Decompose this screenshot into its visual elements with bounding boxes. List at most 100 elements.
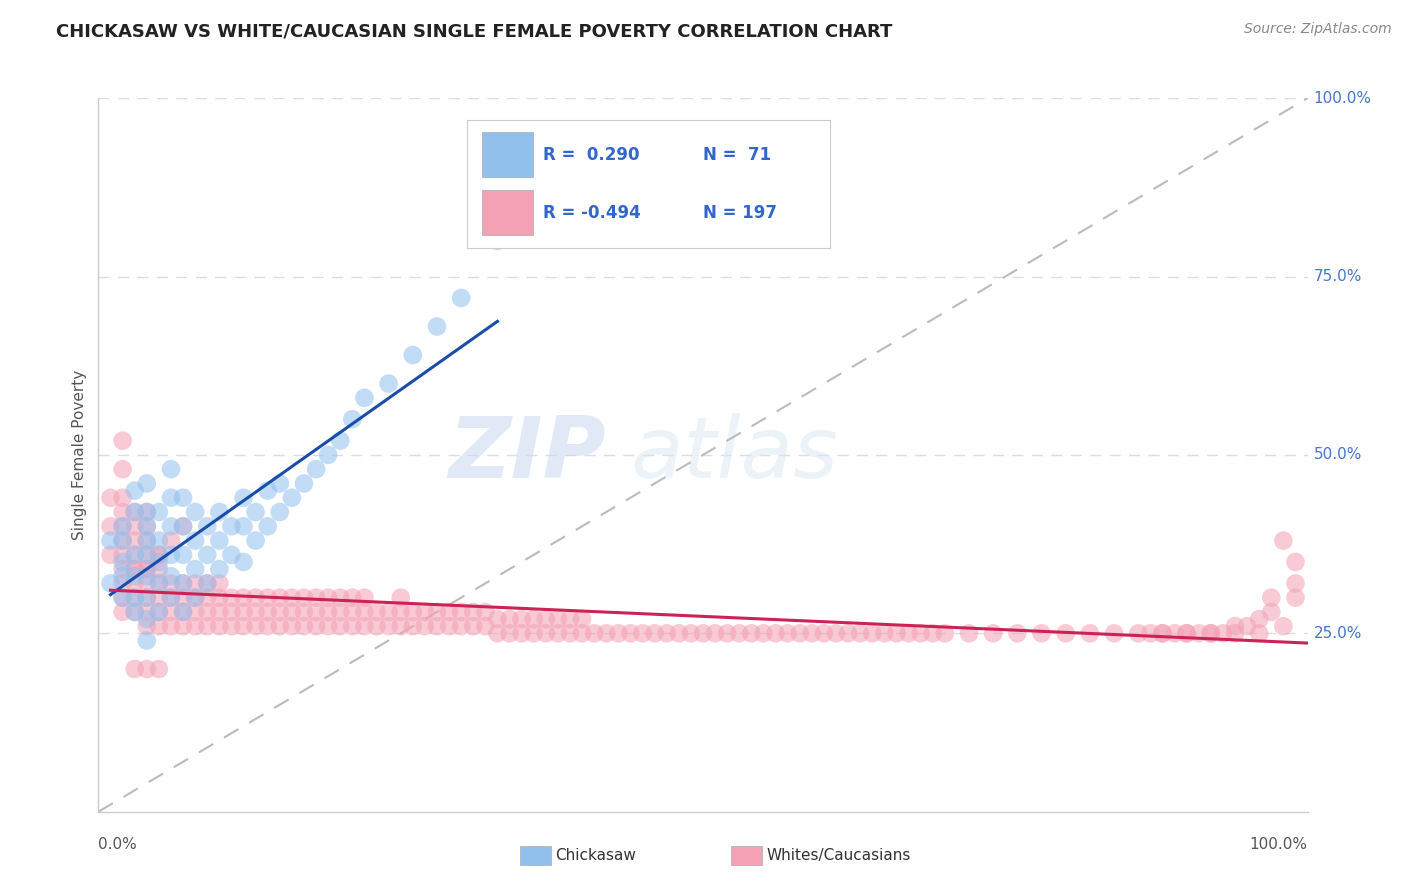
Point — [124, 662, 146, 676]
Point — [184, 619, 207, 633]
Point — [765, 626, 787, 640]
Point — [111, 591, 134, 605]
Point — [172, 605, 194, 619]
Point — [124, 562, 146, 576]
Point — [135, 476, 157, 491]
Point — [740, 626, 762, 640]
Point — [195, 591, 218, 605]
Point — [184, 576, 207, 591]
Point — [269, 476, 291, 491]
Point — [124, 569, 146, 583]
Point — [135, 519, 157, 533]
Point — [981, 626, 1004, 640]
Point — [342, 412, 364, 426]
Text: R = -0.494: R = -0.494 — [543, 203, 641, 221]
Point — [1102, 626, 1125, 640]
Point — [377, 376, 399, 391]
Point — [619, 626, 641, 640]
Point — [135, 605, 157, 619]
Point — [208, 591, 231, 605]
Point — [269, 619, 291, 633]
Point — [100, 548, 122, 562]
Point — [160, 576, 183, 591]
Point — [135, 548, 157, 562]
Point — [1152, 626, 1174, 640]
Point — [752, 626, 775, 640]
Point — [825, 626, 848, 640]
Point — [135, 505, 157, 519]
Point — [256, 519, 278, 533]
Point — [704, 626, 727, 640]
Point — [160, 491, 183, 505]
Point — [184, 591, 207, 605]
Point — [124, 562, 146, 576]
Text: atlas: atlas — [630, 413, 838, 497]
Point — [184, 533, 207, 548]
Point — [1054, 626, 1077, 640]
Point — [1199, 626, 1222, 640]
Point — [486, 234, 509, 248]
Point — [184, 505, 207, 519]
Point — [655, 626, 678, 640]
Point — [547, 626, 569, 640]
Point — [474, 605, 496, 619]
Point — [534, 612, 557, 626]
Y-axis label: Single Female Poverty: Single Female Poverty — [72, 370, 87, 540]
Point — [100, 533, 122, 548]
Point — [111, 434, 134, 448]
Point — [124, 605, 146, 619]
Point — [1163, 626, 1185, 640]
Point — [305, 605, 328, 619]
Point — [111, 555, 134, 569]
Point — [111, 505, 134, 519]
Point — [886, 626, 908, 640]
Point — [148, 576, 170, 591]
Point — [402, 605, 425, 619]
Point — [160, 548, 183, 562]
Point — [716, 626, 738, 640]
Point — [426, 605, 449, 619]
Point — [111, 462, 134, 476]
Point — [389, 619, 412, 633]
Point — [1249, 626, 1271, 640]
Point — [172, 576, 194, 591]
Point — [377, 619, 399, 633]
Text: 75.0%: 75.0% — [1313, 269, 1362, 284]
Point — [426, 319, 449, 334]
Point — [232, 555, 254, 569]
Point — [135, 591, 157, 605]
Point — [160, 591, 183, 605]
Point — [329, 619, 352, 633]
Point — [256, 619, 278, 633]
Point — [281, 591, 304, 605]
Point — [305, 619, 328, 633]
Point — [160, 591, 183, 605]
Point — [897, 626, 920, 640]
Text: 100.0%: 100.0% — [1250, 837, 1308, 852]
Point — [607, 626, 630, 640]
Point — [184, 562, 207, 576]
Point — [232, 605, 254, 619]
Point — [172, 519, 194, 533]
Point — [111, 533, 134, 548]
Point — [148, 619, 170, 633]
Point — [148, 605, 170, 619]
Point — [329, 434, 352, 448]
Point — [135, 569, 157, 583]
Point — [195, 619, 218, 633]
Text: Chickasaw: Chickasaw — [555, 848, 637, 863]
Point — [100, 519, 122, 533]
Text: 0.0%: 0.0% — [98, 837, 138, 852]
Point — [450, 619, 472, 633]
Point — [316, 619, 339, 633]
Point — [208, 505, 231, 519]
Point — [849, 626, 872, 640]
Point — [1152, 626, 1174, 640]
Point — [305, 591, 328, 605]
Point — [124, 605, 146, 619]
Text: CHICKASAW VS WHITE/CAUCASIAN SINGLE FEMALE POVERTY CORRELATION CHART: CHICKASAW VS WHITE/CAUCASIAN SINGLE FEMA… — [56, 22, 893, 40]
Point — [1175, 626, 1198, 640]
Point — [510, 626, 533, 640]
Point — [1031, 626, 1053, 640]
Point — [957, 626, 980, 640]
